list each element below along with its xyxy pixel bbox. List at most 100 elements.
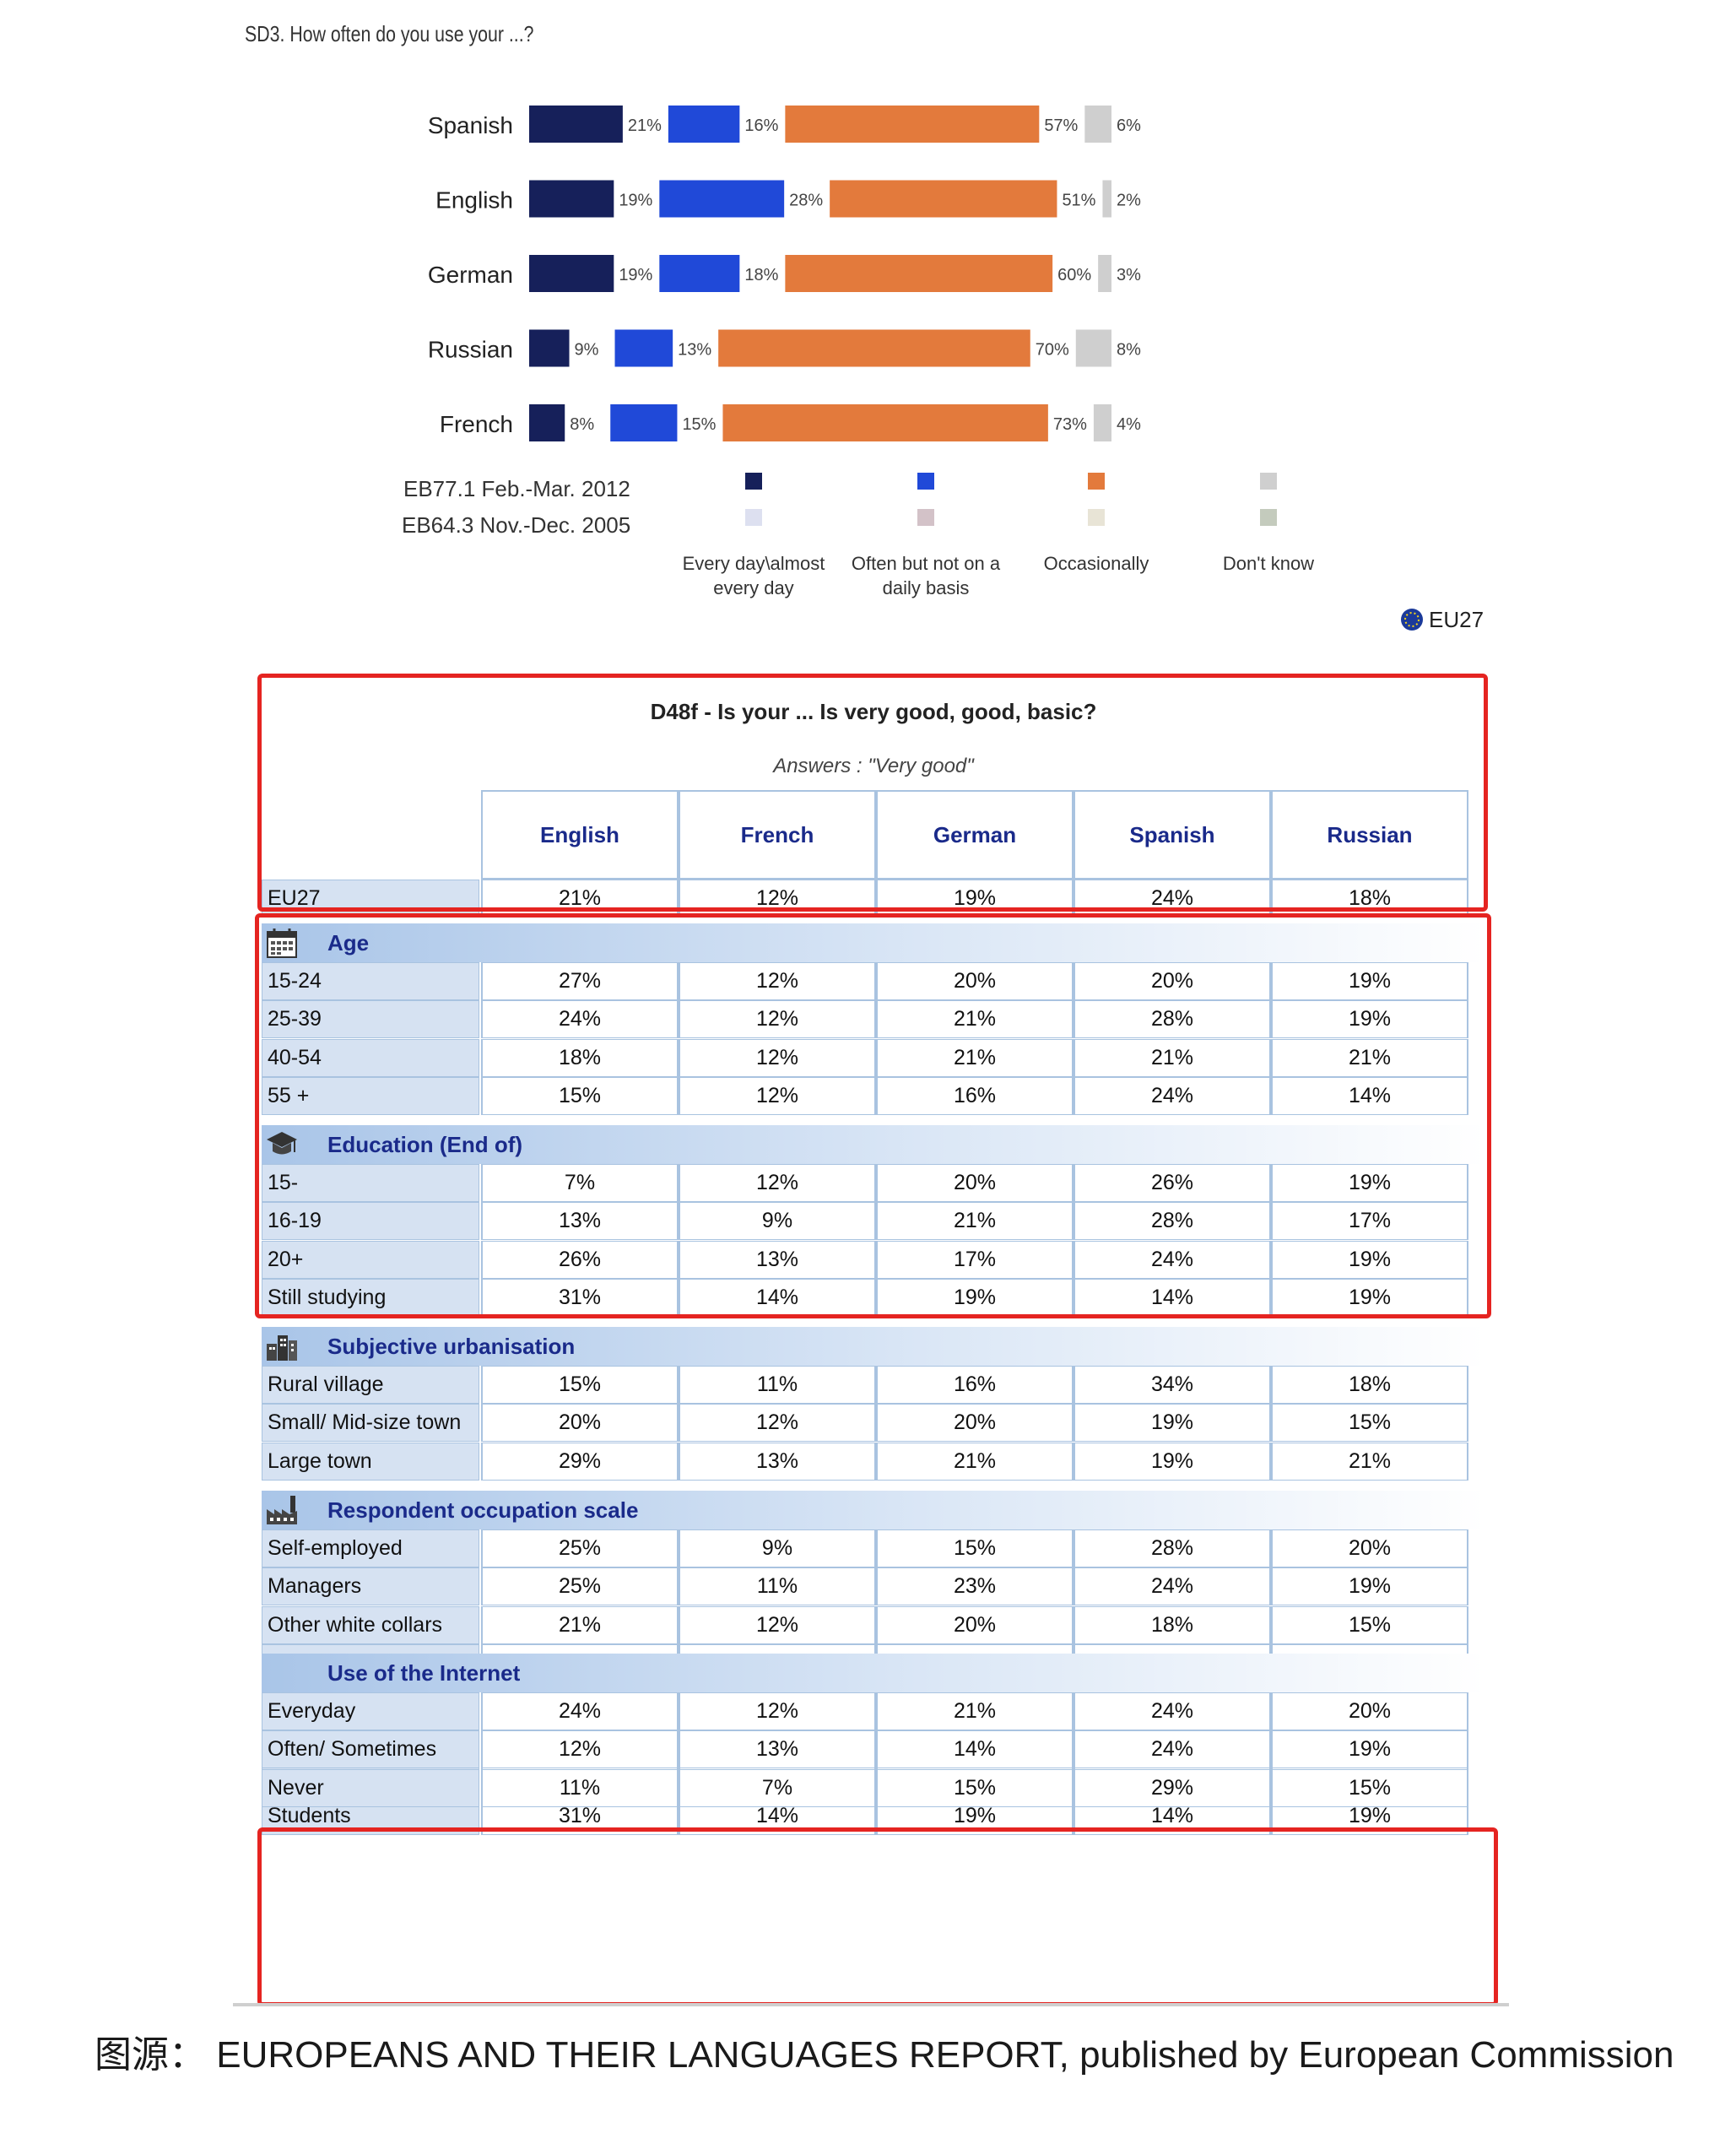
bar-spanish-2	[668, 106, 740, 143]
bar-english-4	[1102, 180, 1111, 218]
legend-label: daily basis	[883, 577, 970, 598]
cell-value: 20%	[876, 962, 1074, 1000]
cell-value: 11%	[679, 1567, 876, 1606]
cell-value: 12%	[679, 1076, 876, 1115]
legend-swatch	[917, 473, 934, 490]
source-caption: 图源： EUROPEANS AND THEIR LANGUAGES REPORT…	[95, 2034, 1674, 2076]
section-title: Subjective urbanisation	[327, 1334, 576, 1359]
cell-value: 25%	[481, 1529, 679, 1567]
category-label: Spanish	[428, 112, 513, 138]
cell-value: 14%	[1074, 1278, 1271, 1317]
legend-swatch	[745, 473, 762, 490]
cell-value: 19%	[876, 1278, 1074, 1317]
cell-value: 24%	[481, 1000, 679, 1039]
cell-value: 20%	[1074, 962, 1271, 1000]
bar-value-label: 2%	[1117, 192, 1141, 210]
cell-value: 11%	[481, 1768, 679, 1807]
cell-value: 24%	[1074, 1567, 1271, 1606]
cell-value: 21%	[876, 1692, 1074, 1730]
eu-flag-icon	[1401, 609, 1423, 631]
cell-value: 20%	[1271, 1692, 1468, 1730]
cell-value: 15%	[1271, 1768, 1468, 1807]
cell-value: 12%	[679, 1164, 876, 1202]
cell-value: 12%	[679, 1038, 876, 1077]
row-label: 25-39	[262, 1000, 479, 1039]
column-header-french: French	[679, 790, 876, 880]
cell-value: 18%	[1271, 1366, 1468, 1404]
category-label: French	[440, 411, 513, 437]
cell-value: 24%	[1074, 1240, 1271, 1279]
bar-german-3	[785, 255, 1053, 292]
section-title: Education (End of)	[327, 1132, 523, 1157]
cell-value: 9%	[679, 1529, 876, 1567]
bar-value-label: 28%	[789, 192, 823, 210]
row-label: Large town	[262, 1442, 479, 1481]
cell-value: 11%	[679, 1366, 876, 1404]
table-row: Often/ Sometimes 12% 13% 14% 24% 19%	[262, 1730, 1485, 1769]
legend-label: every day	[713, 577, 793, 598]
bar-russian-4	[1075, 329, 1111, 367]
legend-period-label: EB64.3 Nov.-Dec. 2005	[402, 512, 630, 538]
cell-value: 29%	[1074, 1768, 1271, 1807]
bar-value-label: 8%	[1117, 341, 1141, 360]
section-header: Age	[262, 923, 1485, 962]
cell-value: 15%	[1271, 1404, 1468, 1443]
bar-russian-1	[529, 329, 570, 367]
column-header-spanish: Spanish	[1074, 790, 1271, 880]
table-row: 15-24 27% 12% 20% 20% 19%	[262, 962, 1485, 1000]
legend-swatch	[1260, 473, 1277, 490]
cell-value: 31%	[481, 1278, 679, 1317]
cell-value: 9%	[679, 1202, 876, 1241]
cell-value: 24%	[1074, 1730, 1271, 1769]
bar-value-label: 4%	[1117, 415, 1141, 434]
bar-german-2	[659, 255, 740, 292]
table-row: 16-19 13% 9% 21% 28% 17%	[262, 1202, 1485, 1241]
bar-spanish-3	[785, 106, 1040, 143]
legend-swatch	[1260, 509, 1277, 526]
section-header: Respondent occupation scale	[262, 1491, 1485, 1529]
cell-value: 21%	[876, 1202, 1074, 1241]
cell-value: 15%	[876, 1768, 1074, 1807]
section-title: Age	[327, 930, 370, 956]
buildings-icon	[267, 1335, 297, 1361]
cell-value: 19%	[1271, 1278, 1468, 1317]
legend-label: Don't know	[1223, 553, 1314, 574]
cell-value: 21%	[876, 1038, 1074, 1077]
bar-german-4	[1098, 255, 1111, 292]
table-row: Managers 25% 11% 23% 24% 19%	[262, 1567, 1485, 1606]
row-label: Never	[262, 1768, 479, 1807]
cell-value: 17%	[876, 1240, 1074, 1279]
cell-value: 12%	[679, 1404, 876, 1443]
cell-value: 15%	[1271, 1605, 1468, 1644]
cell-value: 28%	[1074, 1202, 1271, 1241]
row-label: Small/ Mid-size town	[262, 1404, 479, 1443]
table-row: Everyday 24% 12% 21% 24% 20%	[262, 1692, 1485, 1730]
cell-value: 20%	[876, 1404, 1074, 1443]
cell-value: 23%	[876, 1567, 1074, 1606]
bar-value-label: 21%	[628, 116, 662, 135]
column-header-row: English French German Spanish Russian	[262, 790, 1485, 880]
cell-value: 26%	[1074, 1164, 1271, 1202]
cell-value: 14%	[1271, 1076, 1468, 1115]
bar-value-label: 73%	[1053, 415, 1087, 434]
bar-english-1	[529, 180, 614, 218]
cell-value: 17%	[1271, 1202, 1468, 1241]
row-label: Often/ Sometimes	[262, 1730, 479, 1769]
column-header-german: German	[876, 790, 1074, 880]
row-label: Self-employed	[262, 1529, 479, 1567]
cell-value: 12%	[679, 962, 876, 1000]
cell-value: 12%	[679, 1000, 876, 1039]
table-subtitle: Answers : "Very good"	[773, 755, 974, 777]
cell-value: 12%	[679, 1692, 876, 1730]
section-title: Respondent occupation scale	[327, 1497, 639, 1523]
cell-value: 29%	[481, 1442, 679, 1481]
cell-value: 16%	[876, 1076, 1074, 1115]
row-label: 20+	[262, 1240, 479, 1279]
cell-value: 15%	[481, 1076, 679, 1115]
bar-value-label: 19%	[619, 192, 652, 210]
cell-value: 12%	[481, 1730, 679, 1769]
legend-period-label: EB77.1 Feb.-Mar. 2012	[403, 476, 630, 501]
cell-value: 15%	[876, 1529, 1074, 1567]
table-row: 40-54 18% 12% 21% 21% 21%	[262, 1038, 1485, 1077]
cell-value: 19%	[1271, 962, 1468, 1000]
